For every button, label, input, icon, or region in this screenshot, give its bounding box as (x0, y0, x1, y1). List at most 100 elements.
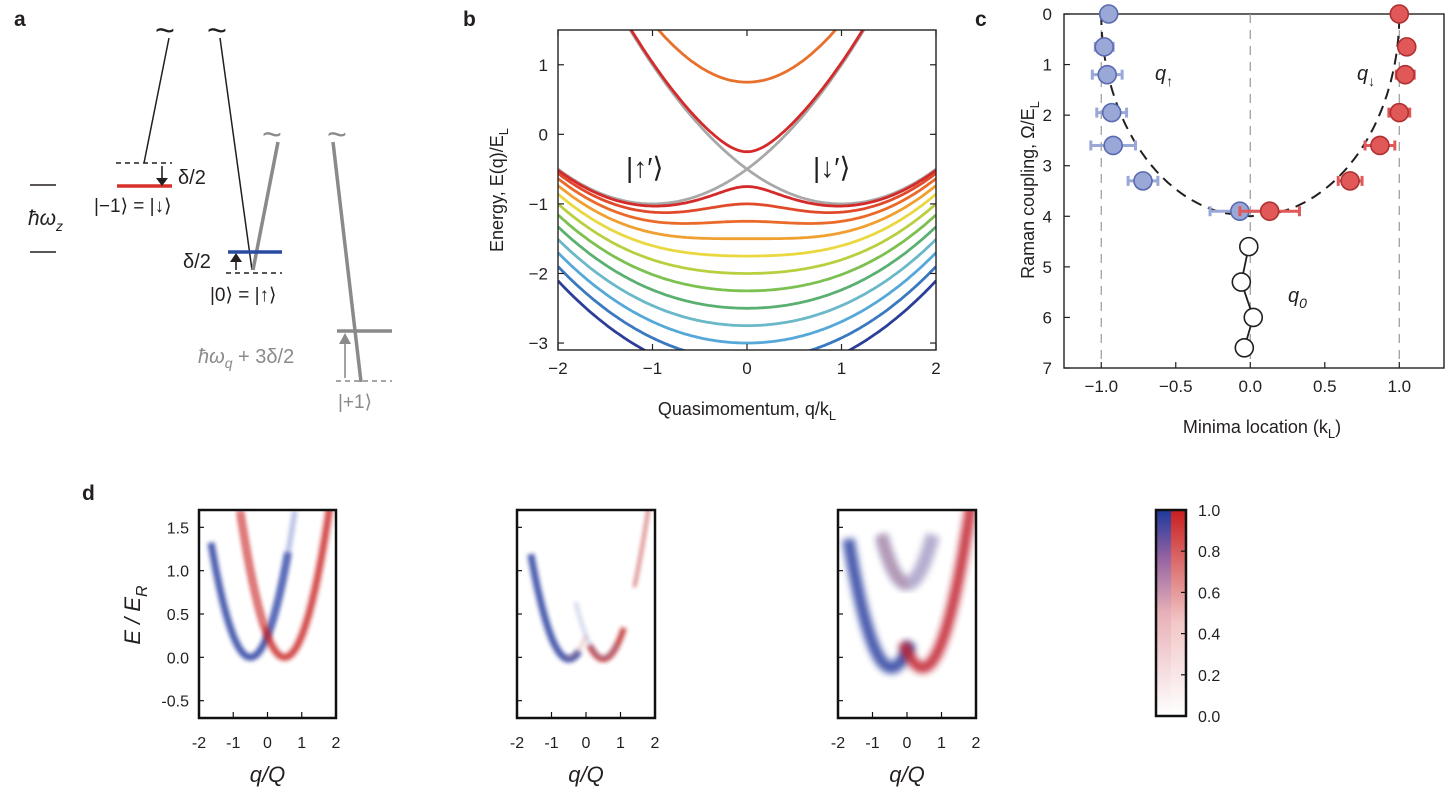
d-colorbar-label: 1.0 (1198, 503, 1220, 520)
c-ytick-label: 3 (1043, 157, 1052, 176)
d-subpanels: -2 -1 0 1 2 -0.5 0.0 0.5 1.0 1.5 q/Q -2 -1 0 1 2 q/Q -2 -1… (161, 508, 981, 787)
d-frame (515, 508, 657, 720)
b-curve-group (558, 30, 936, 350)
d-colorbar-label: 0.6 (1198, 585, 1220, 602)
b-ket-up: |↑′⟩ (626, 152, 663, 183)
c-point-q_up (1098, 4, 1119, 24)
panel-letter-a: a (14, 8, 26, 31)
c-point-q_down (1340, 171, 1360, 191)
b-xtick-label: −2 (548, 359, 567, 378)
d-xtick-label: 0 (903, 735, 912, 752)
c-xtick-label: −0.5 (1159, 377, 1193, 396)
d-red-band (898, 510, 976, 674)
d-ytick-label: 0.0 (167, 650, 189, 667)
d-xtick-label: 2 (972, 735, 981, 752)
d-ylabel: E / ER (120, 585, 151, 645)
panel-letter-b: b (463, 8, 476, 31)
c-label-q-down: q↓ (1357, 63, 1375, 89)
d-colorbar-label: 0.4 (1198, 627, 1220, 644)
panel-letter-c: c (975, 8, 987, 31)
c-ytick-label: 2 (1043, 106, 1052, 125)
b-ticks: −2 −1 0 1 2−3−2−101 (529, 30, 941, 378)
d-upper-faint-red (564, 634, 588, 660)
d-xlabel: q/Q (889, 762, 924, 787)
hbar-omega-z-label: ħωz (28, 207, 63, 234)
c-xtick-label: −1.0 (1084, 377, 1118, 396)
d-colorbar: 0.0 0.2 0.4 0.6 0.8 1.0 (1154, 503, 1220, 726)
d-colorbar-red (1171, 510, 1186, 716)
arrow-delta-top-head (156, 178, 168, 186)
d-xtick-label: 2 (332, 735, 341, 752)
d-blue-band-tail (265, 510, 298, 637)
b-lower-band-1 (558, 169, 936, 208)
d-xtick-label: -2 (831, 735, 845, 752)
c-point-q_up (1097, 64, 1118, 85)
arrow-omega-q-head (339, 333, 351, 344)
delta-half-mid: δ/2 (183, 251, 211, 273)
hbar-omega-q-label: ħωq + 3δ/2 (198, 346, 294, 371)
b-ytick-label: −3 (529, 334, 548, 353)
d-colorbar-blue (1156, 510, 1171, 716)
c-xtick-label: 1.0 (1387, 377, 1411, 396)
d-xtick-label: -1 (544, 735, 558, 752)
c-point-q0 (1234, 337, 1255, 358)
b-lower-band-9 (558, 238, 936, 328)
d-ytick-label: 0.5 (167, 607, 189, 624)
raman-beam-1 (143, 37, 170, 164)
b-ylabel: Energy, E(q)/EL (487, 128, 511, 252)
b-curves (558, 30, 936, 350)
tilde-2: ~ (207, 12, 227, 50)
c-point-q_down (1389, 4, 1410, 24)
d-xtick-label: 1 (297, 735, 306, 752)
d-ytick-label: 1.5 (167, 520, 189, 537)
b-ytick-label: 0 (539, 125, 548, 144)
c-point-q_down (1259, 201, 1280, 222)
d-upper-band-red (877, 533, 909, 588)
b-lower-band-4 (558, 184, 936, 241)
b-upper-band-1 (629, 30, 865, 154)
b-xtick-label: −1 (643, 359, 662, 378)
b-xtick-label: 1 (837, 359, 846, 378)
b-ket-down: |↓′⟩ (813, 152, 850, 183)
b-upper-band-2 (656, 30, 838, 84)
b-lower-band-6 (558, 202, 936, 275)
panel-a-level-diagram: a ħωz ~ ~ ~ ~ δ/2 |−1⟩ = |↓⟩ δ/2 |0⟩ = |… (14, 8, 392, 413)
c-ytick-label: 1 (1043, 56, 1052, 75)
d-red-band-tail (237, 510, 267, 627)
d-upper-faint (573, 601, 619, 660)
panel-letter-d: d (82, 482, 95, 505)
d-heat-group (527, 510, 650, 663)
c-ylabel: Raman coupling, Ω/EL (1018, 101, 1042, 279)
d-subpanel-3: -2 -1 0 1 2 q/Q (831, 508, 981, 787)
b-lower-band-7 (558, 213, 936, 293)
b-lower-band-8 (558, 225, 936, 310)
tilde-1: ~ (155, 12, 175, 50)
d-ytick-label: -0.5 (161, 694, 189, 711)
b-xtick-label: 0 (742, 359, 751, 378)
d-xlabel: q/Q (250, 762, 285, 787)
c-ytick-label: 7 (1043, 359, 1052, 378)
tilde-4: ~ (327, 116, 347, 154)
c-xtick-label: 0.0 (1238, 377, 1262, 396)
c-ytick-label: 4 (1043, 207, 1052, 226)
c-xlabel: Minima location (kL) (1183, 417, 1341, 441)
b-lower-band-5 (558, 193, 936, 258)
raman-beam-4 (331, 141, 363, 383)
d-xlabel: q/Q (568, 762, 603, 787)
c-ytick-label: 5 (1043, 258, 1052, 277)
state-plus1-label: |+1⟩ (338, 392, 372, 413)
c-points (1089, 4, 1417, 358)
c-point-q0 (1243, 307, 1264, 328)
d-xtick-label: -2 (192, 735, 206, 752)
b-lower-band-2 (558, 172, 936, 214)
d-heat-group (842, 510, 976, 674)
b-ytick-label: −1 (529, 195, 548, 214)
c-point-q_up (1101, 102, 1122, 123)
c-ticks: −1.0 −0.5 0.0 0.5 1.0 0 1 2 3 4 5 6 7 (1043, 5, 1412, 396)
b-lower-band-3 (558, 177, 936, 225)
b-lower-band-12 (558, 279, 936, 350)
c-point-q_down (1396, 37, 1417, 57)
d-colorbar-label: 0.2 (1198, 668, 1220, 685)
d-xtick-label: -2 (510, 735, 524, 752)
panel-c-minima: c −1.0 −0.5 0.0 0.5 1.0 0 1 2 3 4 5 6 7 q↑ q↓ q0 Min… (975, 4, 1445, 441)
